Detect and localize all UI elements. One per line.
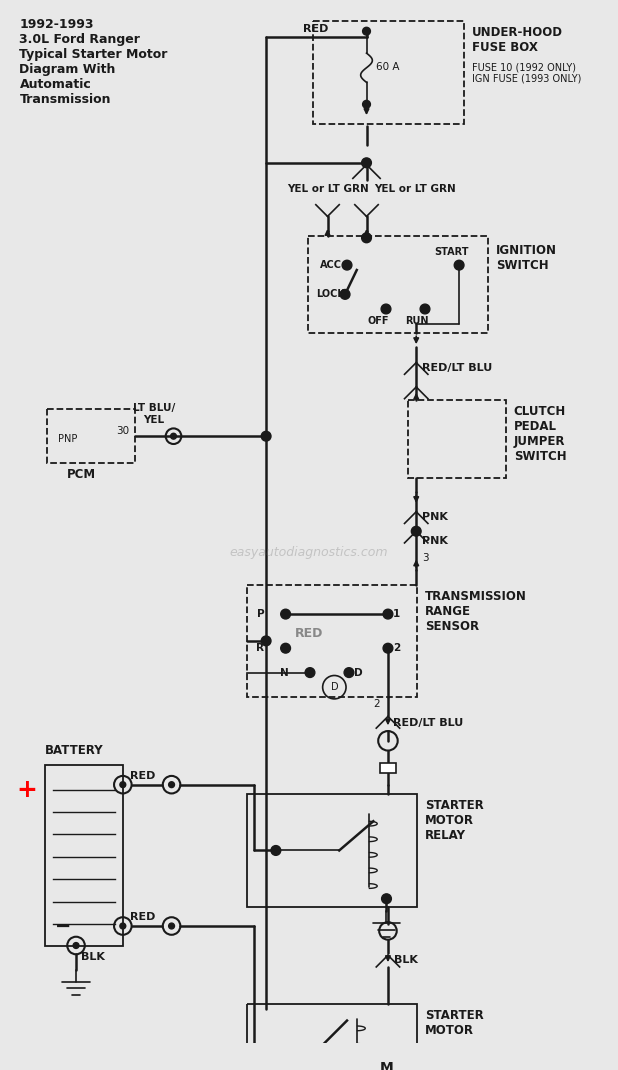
Text: RED/LT BLU: RED/LT BLU	[393, 718, 463, 729]
Text: 3: 3	[422, 553, 429, 563]
Text: PCM: PCM	[67, 468, 96, 480]
Text: LT BLU/
YEL: LT BLU/ YEL	[133, 403, 175, 425]
Circle shape	[120, 782, 125, 788]
Circle shape	[362, 158, 371, 168]
Text: IGNITION
SWITCH: IGNITION SWITCH	[496, 244, 557, 272]
Text: easyautodiagnostics.com: easyautodiagnostics.com	[230, 547, 388, 560]
Circle shape	[169, 923, 174, 929]
Text: D: D	[354, 668, 363, 677]
Circle shape	[381, 304, 391, 314]
Text: YEL or LT GRN: YEL or LT GRN	[287, 184, 368, 195]
Text: N: N	[280, 668, 289, 677]
Circle shape	[261, 431, 271, 441]
Text: OFF: OFF	[368, 316, 389, 326]
Text: −: −	[54, 917, 71, 935]
Text: P: P	[256, 609, 264, 620]
Text: D: D	[331, 683, 338, 692]
Text: 1: 1	[393, 609, 400, 620]
Circle shape	[73, 943, 79, 948]
Text: RED: RED	[295, 627, 324, 640]
Bar	[247, 585, 417, 697]
Bar	[380, 763, 396, 773]
Circle shape	[171, 433, 176, 439]
Text: BLK: BLK	[81, 952, 105, 962]
Text: R: R	[256, 643, 264, 653]
Circle shape	[383, 643, 393, 653]
Text: 1992-1993
3.0L Ford Ranger
Typical Starter Motor
Diagram With
Automatic
Transmis: 1992-1993 3.0L Ford Ranger Typical Start…	[20, 17, 168, 106]
Bar	[308, 235, 488, 334]
Circle shape	[342, 260, 352, 270]
Bar	[408, 400, 506, 477]
Circle shape	[344, 668, 354, 677]
Circle shape	[261, 636, 271, 646]
Bar	[247, 794, 417, 906]
Circle shape	[340, 290, 350, 300]
Text: BATTERY: BATTERY	[45, 745, 103, 758]
Circle shape	[120, 923, 125, 929]
Circle shape	[382, 893, 391, 903]
Text: PNP: PNP	[59, 433, 78, 444]
Text: START: START	[434, 247, 468, 257]
Text: 60 A: 60 A	[376, 62, 400, 73]
Text: M: M	[379, 1061, 394, 1070]
Circle shape	[454, 260, 464, 270]
Text: 2: 2	[393, 643, 400, 653]
Circle shape	[305, 668, 315, 677]
Bar	[47, 410, 135, 463]
Text: +: +	[17, 778, 38, 801]
Bar	[45, 765, 123, 946]
Circle shape	[412, 526, 421, 536]
Text: RED: RED	[130, 770, 155, 781]
Text: 30: 30	[117, 426, 130, 435]
Bar	[247, 1004, 417, 1070]
Circle shape	[281, 643, 290, 653]
Circle shape	[362, 233, 371, 243]
Text: ACC: ACC	[320, 260, 342, 270]
Text: PNK: PNK	[422, 536, 448, 546]
Text: TRANSMISSION
RANGE
SENSOR: TRANSMISSION RANGE SENSOR	[425, 590, 527, 632]
Text: LOCK: LOCK	[316, 289, 345, 300]
Text: UNDER-HOOD
FUSE BOX: UNDER-HOOD FUSE BOX	[472, 27, 563, 55]
Text: PNK: PNK	[422, 511, 448, 522]
Text: RED: RED	[130, 912, 155, 922]
Circle shape	[420, 304, 430, 314]
Text: RUN: RUN	[405, 316, 429, 326]
Text: RED/LT BLU: RED/LT BLU	[422, 363, 493, 372]
Text: FUSE 10 (1992 ONLY)
IGN FUSE (1993 ONLY): FUSE 10 (1992 ONLY) IGN FUSE (1993 ONLY)	[472, 62, 581, 83]
Text: YEL or LT GRN: YEL or LT GRN	[375, 184, 456, 195]
Circle shape	[169, 782, 174, 788]
Circle shape	[383, 609, 393, 618]
Circle shape	[363, 28, 370, 35]
Text: STARTER
MOTOR: STARTER MOTOR	[425, 1009, 484, 1037]
Bar	[313, 21, 464, 124]
Text: STARTER
MOTOR
RELAY: STARTER MOTOR RELAY	[425, 799, 484, 842]
Circle shape	[271, 845, 281, 855]
Circle shape	[363, 101, 370, 108]
Text: CLUTCH
PEDAL
JUMPER
SWITCH: CLUTCH PEDAL JUMPER SWITCH	[514, 404, 566, 462]
Circle shape	[281, 609, 290, 618]
Text: BLK: BLK	[394, 956, 418, 965]
Text: RED: RED	[303, 25, 329, 34]
Text: 2: 2	[373, 699, 380, 709]
